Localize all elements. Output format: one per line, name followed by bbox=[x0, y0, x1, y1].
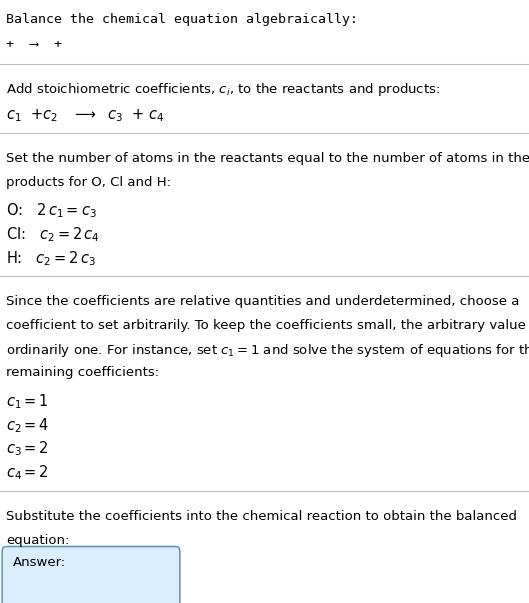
Text: Balance the chemical equation algebraically:: Balance the chemical equation algebraica… bbox=[6, 13, 358, 27]
Text: $c_3 = 2$: $c_3 = 2$ bbox=[6, 440, 49, 458]
Text: coefficient to set arbitrarily. To keep the coefficients small, the arbitrary va: coefficient to set arbitrarily. To keep … bbox=[6, 318, 529, 332]
Text: Add stoichiometric coefficients, $c_i$, to the reactants and products:: Add stoichiometric coefficients, $c_i$, … bbox=[6, 81, 441, 98]
Text: Answer:: Answer: bbox=[13, 556, 66, 569]
Text: ordinarily one. For instance, set $c_1 = 1$ and solve the system of equations fo: ordinarily one. For instance, set $c_1 =… bbox=[6, 343, 529, 359]
Text: remaining coefficients:: remaining coefficients: bbox=[6, 366, 159, 379]
Text: H:   $c_2 = 2\,c_3$: H: $c_2 = 2\,c_3$ bbox=[6, 249, 96, 268]
Text: products for O, Cl and H:: products for O, Cl and H: bbox=[6, 176, 171, 189]
Text: +  ⟶  +: + ⟶ + bbox=[6, 38, 62, 51]
Text: $c_1 = 1$: $c_1 = 1$ bbox=[6, 392, 49, 411]
Text: Substitute the coefficients into the chemical reaction to obtain the balanced: Substitute the coefficients into the che… bbox=[6, 510, 517, 523]
Text: Set the number of atoms in the reactants equal to the number of atoms in the: Set the number of atoms in the reactants… bbox=[6, 152, 529, 165]
Text: $c_2 = 4$: $c_2 = 4$ bbox=[6, 416, 50, 435]
Text: $c_1$  +$c_2$   $\longrightarrow$  $c_3$  + $c_4$: $c_1$ +$c_2$ $\longrightarrow$ $c_3$ + $… bbox=[6, 107, 165, 124]
Text: $c_4 = 2$: $c_4 = 2$ bbox=[6, 463, 49, 482]
FancyBboxPatch shape bbox=[2, 546, 180, 603]
Text: Since the coefficients are relative quantities and underdetermined, choose a: Since the coefficients are relative quan… bbox=[6, 295, 519, 308]
Text: Cl:   $c_2 = 2\,c_4$: Cl: $c_2 = 2\,c_4$ bbox=[6, 225, 100, 244]
Text: equation:: equation: bbox=[6, 534, 70, 547]
Text: O:   $2\,c_1 = c_3$: O: $2\,c_1 = c_3$ bbox=[6, 201, 97, 220]
